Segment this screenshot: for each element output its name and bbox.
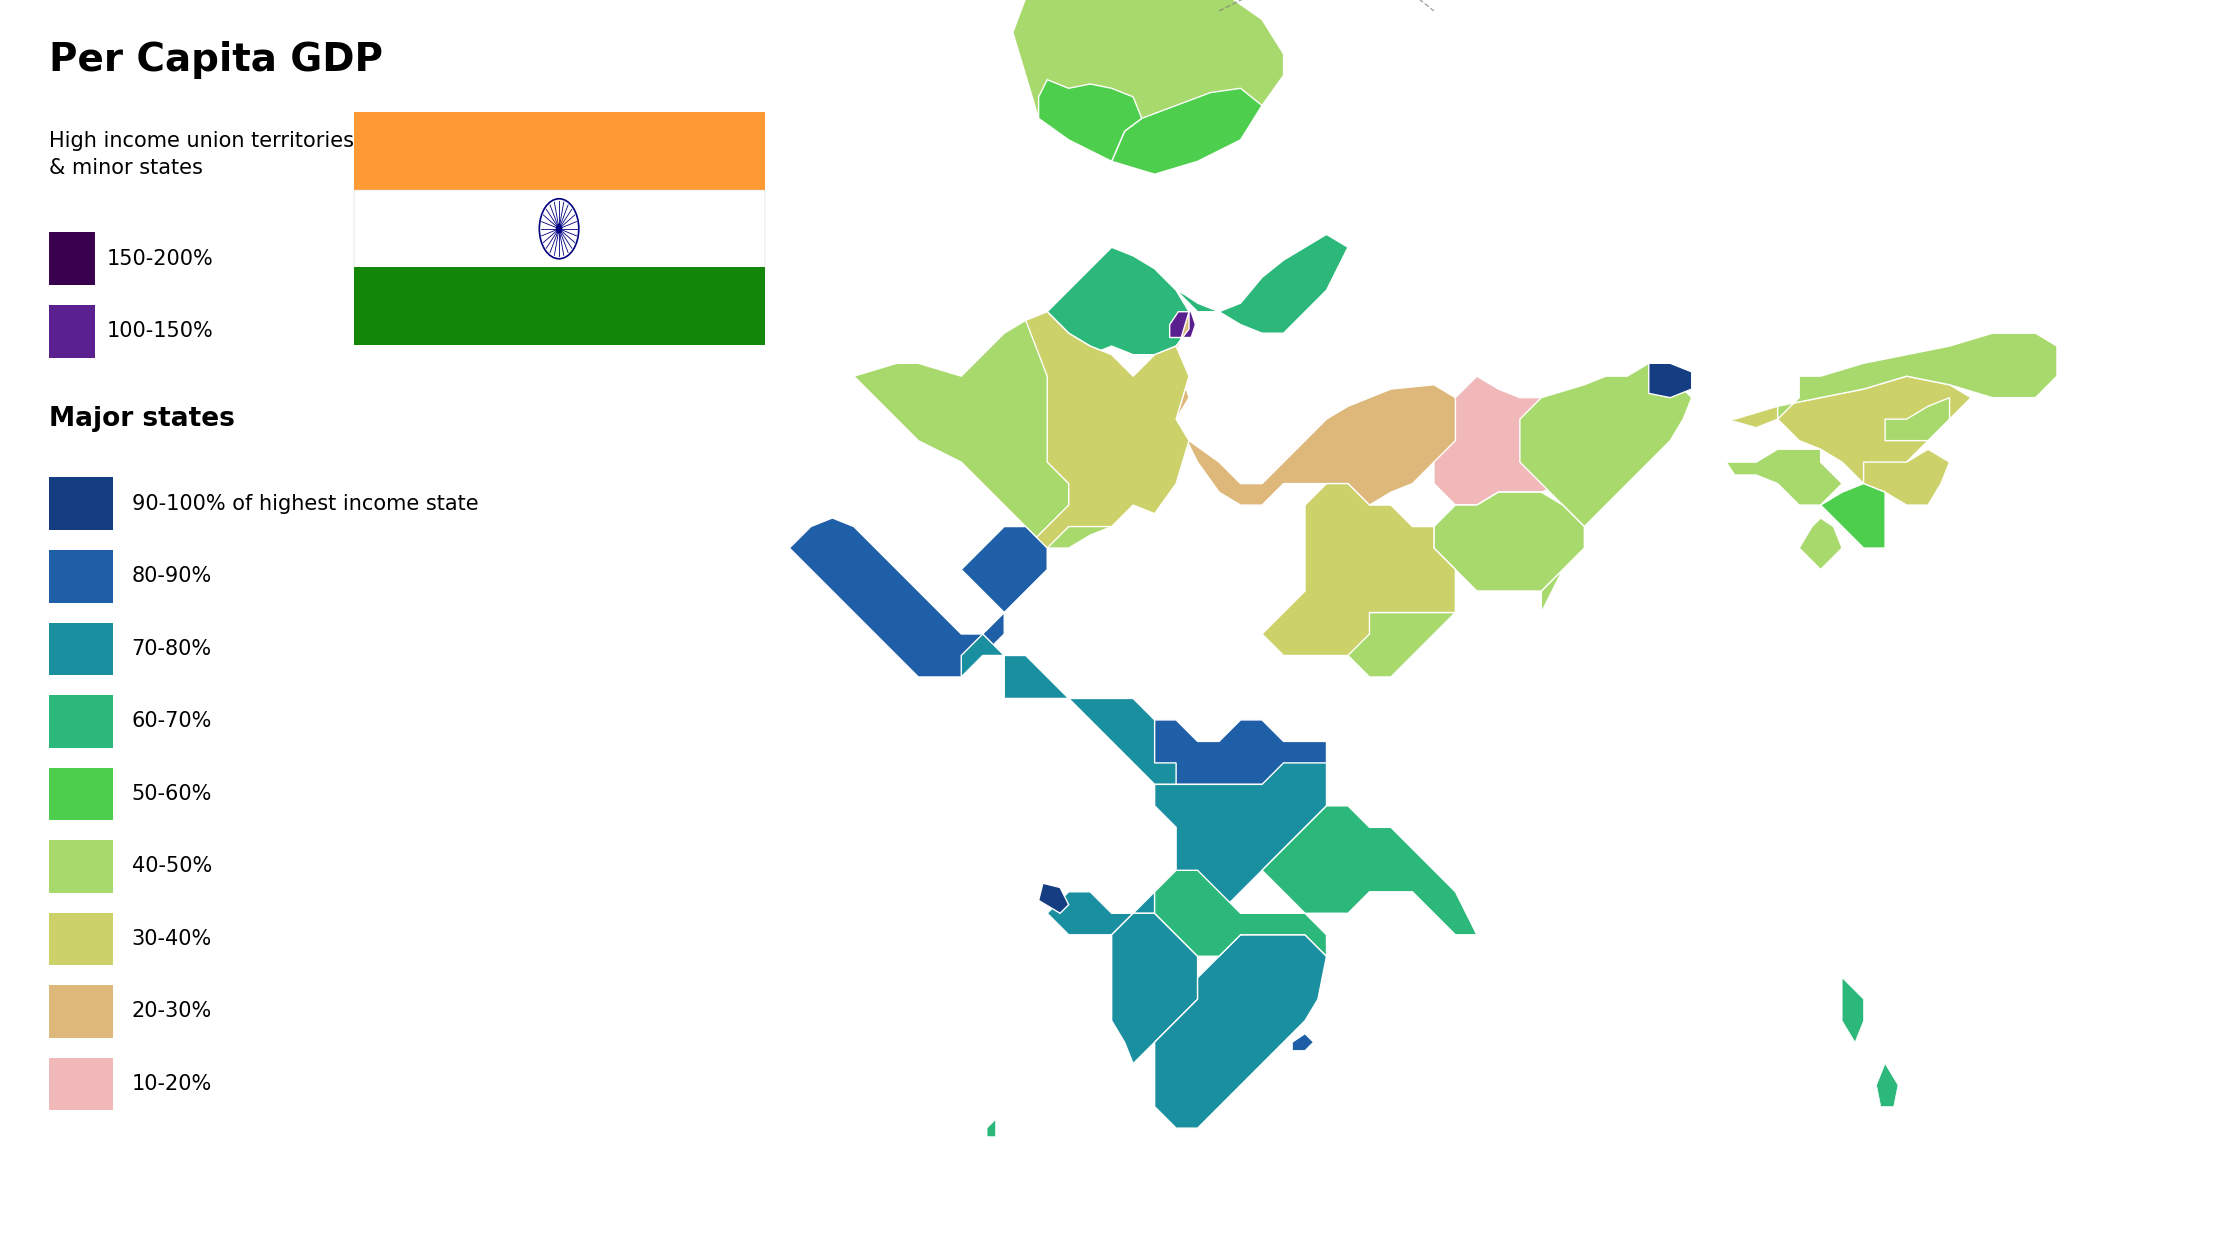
Polygon shape — [789, 518, 1047, 678]
Polygon shape — [1155, 870, 1327, 956]
Polygon shape — [1820, 484, 1884, 548]
Text: High income union territories
& minor states: High income union territories & minor st… — [49, 131, 353, 178]
Bar — [49, 768, 113, 820]
Bar — [49, 478, 113, 530]
Bar — [49, 305, 96, 358]
Polygon shape — [1038, 80, 1142, 161]
Polygon shape — [1884, 398, 1949, 440]
Bar — [353, 190, 764, 268]
Text: 50-60%: 50-60% — [131, 784, 211, 804]
Polygon shape — [1864, 449, 1949, 505]
Text: 60-70%: 60-70% — [131, 711, 211, 731]
Polygon shape — [1726, 449, 1842, 505]
Polygon shape — [1800, 518, 1842, 570]
Polygon shape — [1262, 484, 1455, 655]
Polygon shape — [1293, 1034, 1313, 1051]
Bar — [353, 112, 764, 190]
Bar — [49, 695, 113, 748]
Polygon shape — [1111, 914, 1198, 1064]
Bar — [49, 622, 113, 675]
Bar — [49, 840, 113, 892]
Polygon shape — [1649, 364, 1691, 398]
Polygon shape — [1047, 248, 1189, 355]
Polygon shape — [987, 1120, 995, 1136]
Text: 10-20%: 10-20% — [131, 1074, 211, 1094]
Text: 90-100% of highest income state: 90-100% of highest income state — [131, 494, 478, 514]
Text: 150-200%: 150-200% — [107, 249, 213, 269]
Polygon shape — [1842, 978, 1864, 1042]
Text: 80-90%: 80-90% — [131, 566, 211, 586]
Polygon shape — [1175, 235, 1349, 334]
Bar — [49, 1058, 113, 1110]
Polygon shape — [1047, 762, 1327, 935]
Polygon shape — [1038, 884, 1069, 914]
Polygon shape — [1013, 0, 1284, 174]
Bar — [49, 550, 113, 602]
Polygon shape — [1175, 311, 1498, 505]
Bar — [49, 232, 96, 285]
Polygon shape — [1169, 311, 1195, 338]
Polygon shape — [1520, 364, 1691, 612]
Text: 100-150%: 100-150% — [107, 321, 213, 341]
Polygon shape — [1027, 311, 1189, 570]
Bar — [353, 268, 764, 345]
Polygon shape — [1111, 89, 1262, 174]
Polygon shape — [1262, 806, 1478, 935]
Polygon shape — [1778, 334, 2058, 419]
Text: 70-80%: 70-80% — [131, 639, 211, 659]
Text: 20-30%: 20-30% — [131, 1001, 211, 1021]
Polygon shape — [1155, 935, 1327, 1128]
Polygon shape — [1349, 492, 1584, 678]
Text: Per Capita GDP: Per Capita GDP — [49, 41, 384, 79]
Polygon shape — [962, 634, 1327, 785]
Bar — [49, 912, 113, 965]
Text: Major states: Major states — [49, 406, 236, 432]
Polygon shape — [1433, 492, 1584, 591]
Polygon shape — [853, 311, 1189, 548]
Text: 30-40%: 30-40% — [131, 929, 211, 949]
Text: 40-50%: 40-50% — [131, 856, 211, 876]
Polygon shape — [1878, 1064, 1898, 1106]
Polygon shape — [1155, 720, 1327, 785]
Bar — [49, 985, 113, 1038]
Circle shape — [556, 224, 562, 234]
Polygon shape — [1726, 376, 1971, 484]
Polygon shape — [1433, 376, 1627, 505]
